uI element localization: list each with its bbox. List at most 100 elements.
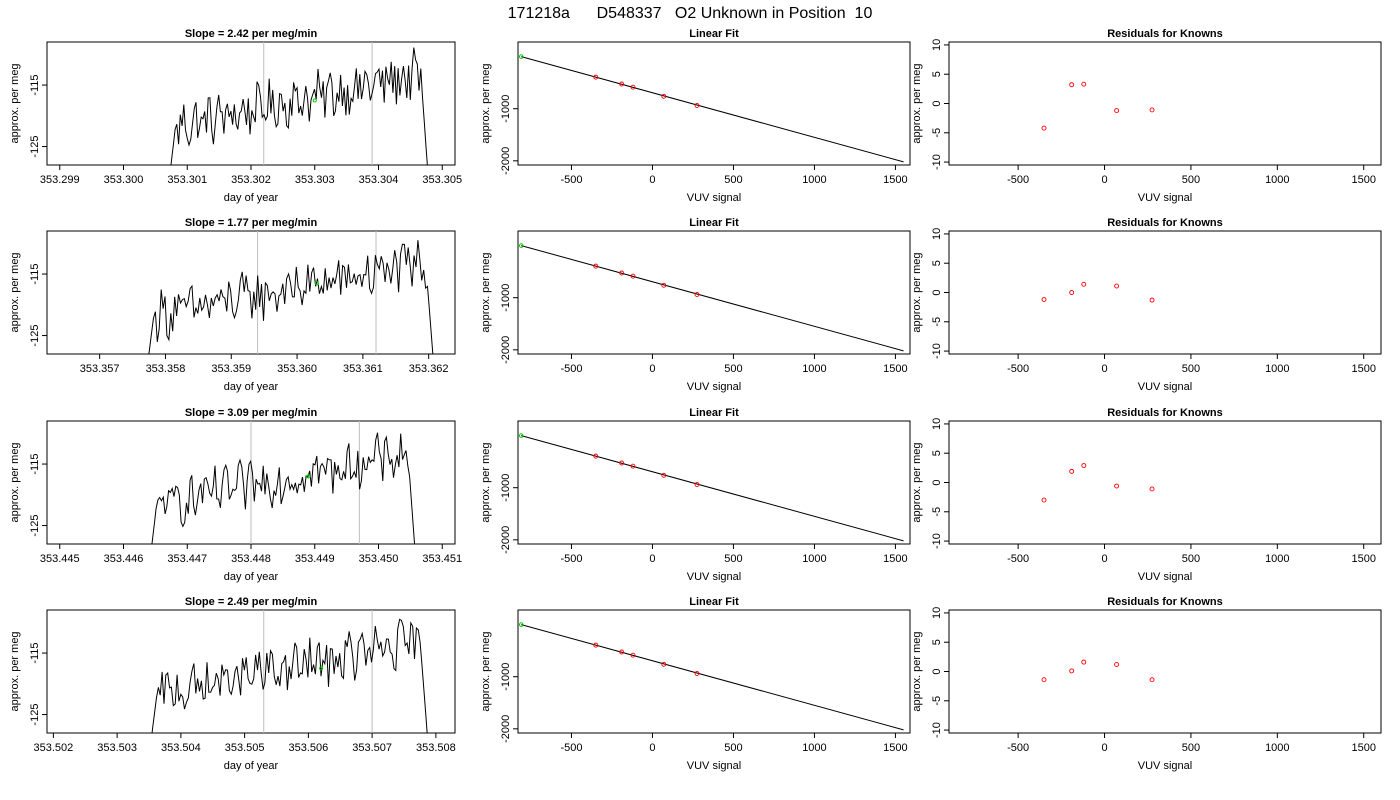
known-point: [593, 74, 599, 80]
x-tick-label: 0: [649, 363, 655, 375]
y-axis-label: approx. per meg: [911, 442, 923, 522]
y-tick-label: -5: [931, 507, 943, 517]
y-tick-label: -125: [29, 704, 41, 726]
x-tick-label: 0: [649, 742, 655, 754]
y-tick-label: -5: [931, 128, 943, 138]
y-tick-label: -5: [931, 696, 943, 706]
x-tick-label: 1000: [802, 742, 826, 754]
residual-point: [1114, 662, 1120, 667]
y-tick-label: -2000: [500, 336, 512, 364]
x-tick-label: 500: [1182, 174, 1200, 186]
x-tick-label: 1500: [1351, 553, 1375, 565]
x-tick-label: 0: [649, 174, 655, 186]
y-tick-label: -115: [29, 642, 41, 663]
x-tick-label: 1000: [1265, 742, 1289, 754]
plot-frame: [948, 230, 1382, 355]
known-point: [619, 270, 625, 276]
y-axis-label: approx. per meg: [480, 442, 492, 522]
plot-frame: [46, 41, 456, 166]
residual-point: [1149, 677, 1155, 683]
x-axis-label: day of year: [224, 192, 279, 204]
panel-title: Residuals for Knowns: [1107, 407, 1223, 419]
residual-point: [1114, 283, 1120, 289]
x-axis-label: day of year: [224, 760, 279, 772]
known-point: [661, 661, 667, 667]
known-point: [630, 463, 636, 469]
x-tick-label: 353.506: [288, 742, 328, 754]
x-axis-label: VUV signal: [1138, 192, 1192, 204]
x-tick-label: 1500: [883, 174, 907, 186]
x-tick-label: 0: [1101, 742, 1107, 754]
x-tick-label: 0: [1101, 174, 1107, 186]
x-tick-label: 353.446: [104, 553, 144, 565]
unknown-point: [518, 243, 524, 248]
y-tick-label: -125: [29, 136, 41, 158]
x-tick-label: -500: [560, 742, 582, 754]
x-tick-label: 353.357: [80, 363, 120, 375]
chart-panel-fit-1: Linear Fit VUV signal approx. per meg -500 0…: [480, 217, 911, 393]
panel-title: Slope = 3.09 per meg/min: [185, 407, 318, 419]
known-point: [630, 652, 636, 658]
x-tick-label: 1000: [1265, 553, 1289, 565]
x-axis-label: VUV signal: [1138, 381, 1192, 393]
known-point: [694, 482, 700, 487]
known-point: [661, 282, 667, 288]
plot-frame: [517, 420, 911, 545]
measurement-trace: [148, 240, 434, 354]
y-tick-label: 5: [931, 260, 943, 266]
x-tick-label: -500: [560, 174, 582, 186]
x-tick-label: 1500: [883, 742, 907, 754]
y-axis-label: approx. per meg: [911, 631, 923, 711]
x-tick-label: -500: [560, 363, 582, 375]
x-tick-label: 353.300: [104, 174, 144, 186]
x-axis-label: VUV signal: [687, 760, 741, 772]
fit-line: [521, 56, 904, 163]
measurement-trace: [151, 618, 428, 733]
chart-panel-fit-0: Linear Fit VUV signal approx. per meg -500 0…: [480, 28, 911, 204]
x-tick-label: -500: [1007, 742, 1029, 754]
unknown-point: [518, 433, 524, 438]
x-tick-label: 353.504: [161, 742, 201, 754]
residual-point: [1149, 486, 1155, 492]
x-tick-label: 0: [1101, 553, 1107, 565]
panel-title: Slope = 2.42 per meg/min: [185, 28, 318, 40]
y-tick-label: 0: [931, 289, 943, 295]
plot-frame: [948, 41, 1382, 166]
residual-point: [1114, 108, 1120, 113]
fit-line: [521, 245, 904, 352]
x-axis-label: VUV signal: [1138, 571, 1192, 583]
x-tick-label: 353.503: [97, 742, 137, 754]
y-tick-label: -10: [931, 343, 943, 359]
x-tick-label: 353.508: [416, 742, 456, 754]
y-axis-label: approx. per meg: [480, 631, 492, 711]
y-axis-label: approx. per meg: [480, 63, 492, 143]
x-tick-label: 500: [1182, 553, 1200, 565]
y-tick-label: 10: [931, 418, 943, 430]
panel-title: Residuals for Knowns: [1107, 596, 1223, 608]
known-point: [694, 103, 700, 108]
residual-point: [1069, 290, 1075, 295]
x-tick-label: 500: [724, 553, 742, 565]
y-axis-label: approx. per meg: [9, 442, 21, 522]
known-point: [619, 81, 625, 87]
x-tick-label: 500: [724, 742, 742, 754]
y-tick-label: -115: [29, 263, 41, 284]
x-tick-label: 353.360: [277, 363, 317, 375]
chart-panel-resid-3: Residuals for Knowns VUV signal approx. pe…: [911, 596, 1382, 772]
known-point: [593, 453, 599, 459]
x-tick-label: 353.299: [40, 174, 80, 186]
chart-panel-time-2: Slope = 3.09 per meg/min day of year appro…: [9, 407, 462, 583]
panel-title: Residuals for Knowns: [1107, 28, 1223, 40]
y-tick-label: -115: [29, 74, 41, 95]
residual-point: [1081, 81, 1087, 87]
y-tick-label: -10: [931, 154, 943, 170]
x-tick-label: 353.505: [225, 742, 265, 754]
y-tick-label: -1000: [500, 663, 512, 691]
x-tick-label: 353.362: [409, 363, 449, 375]
plot-frame: [948, 420, 1382, 545]
y-tick-label: -1000: [500, 95, 512, 123]
plot-frame: [517, 41, 911, 166]
panel-title: Linear Fit: [689, 407, 739, 419]
unknown-point: [306, 474, 311, 479]
